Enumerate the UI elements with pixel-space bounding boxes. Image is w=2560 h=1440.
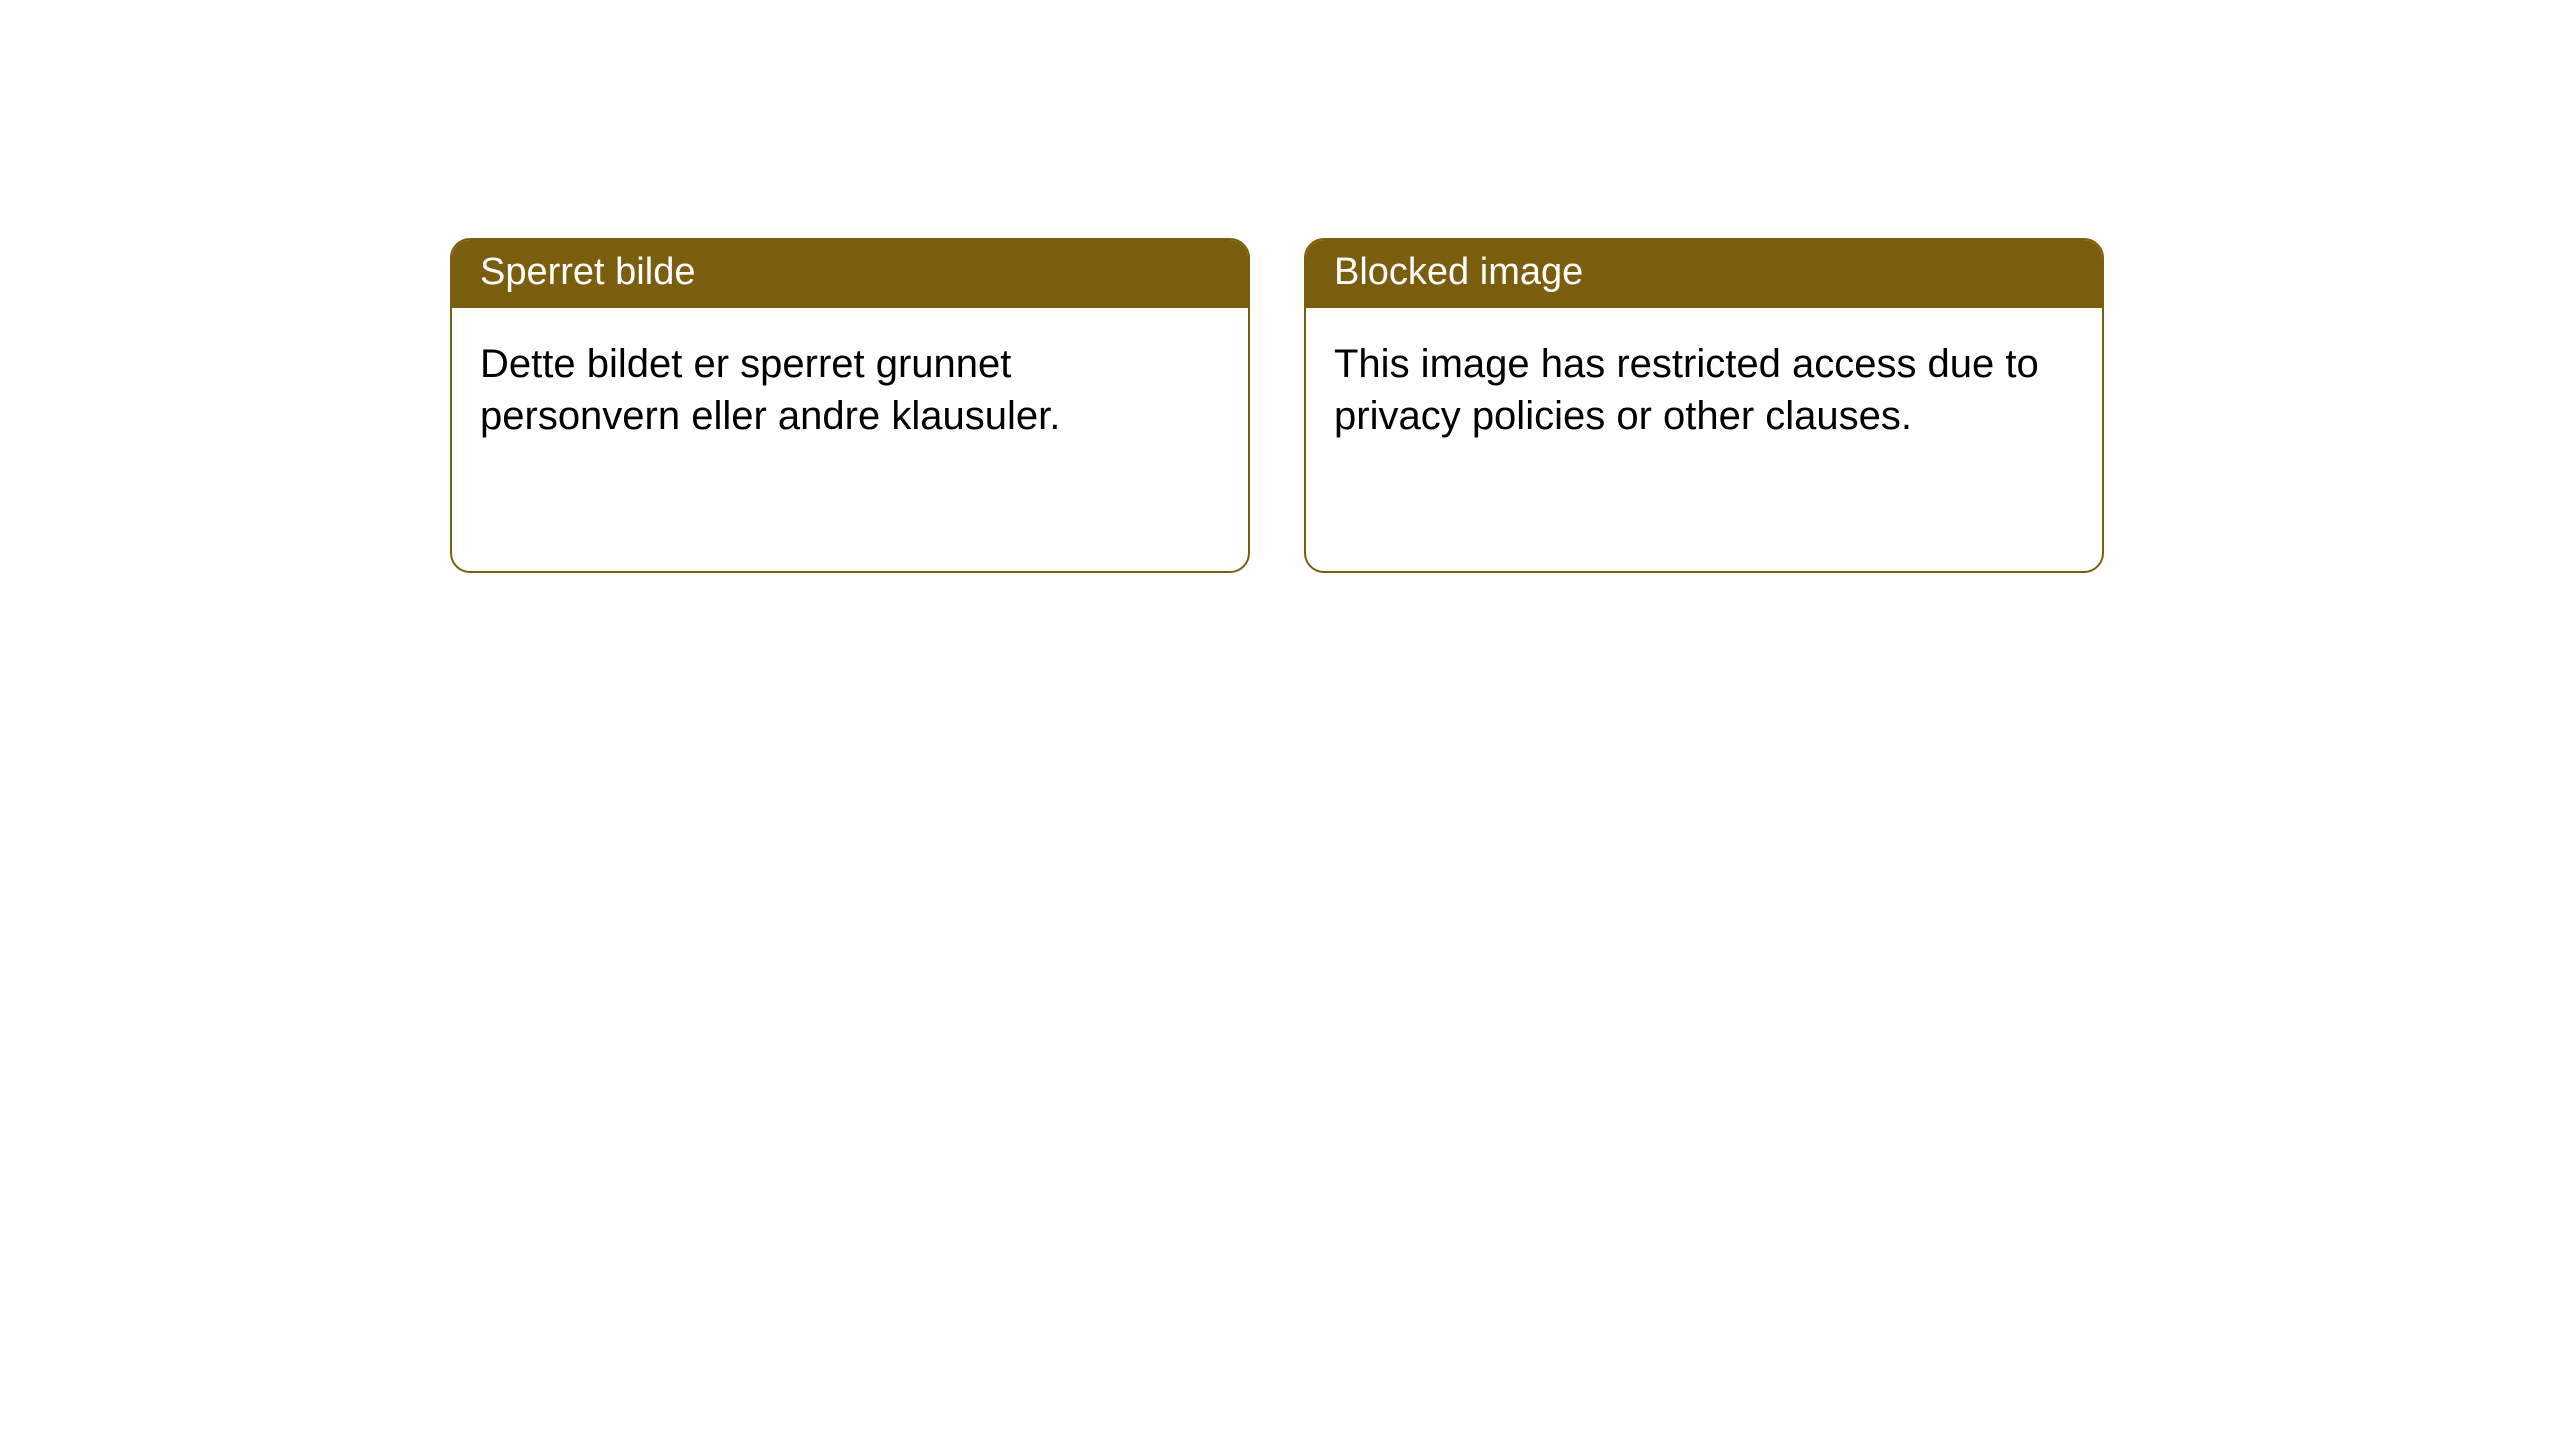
notice-header: Sperret bilde [452,240,1248,308]
notice-title: Sperret bilde [480,251,695,293]
notice-card-norwegian: Sperret bilde Dette bildet er sperret gr… [450,238,1250,573]
notice-body: This image has restricted access due to … [1306,308,2102,472]
notice-container: Sperret bilde Dette bildet er sperret gr… [0,0,2560,573]
notice-text: Dette bildet er sperret grunnet personve… [480,342,1060,438]
notice-text: This image has restricted access due to … [1334,342,2039,438]
notice-body: Dette bildet er sperret grunnet personve… [452,308,1248,472]
notice-title: Blocked image [1334,251,1583,293]
notice-card-english: Blocked image This image has restricted … [1304,238,2104,573]
notice-header: Blocked image [1306,240,2102,308]
